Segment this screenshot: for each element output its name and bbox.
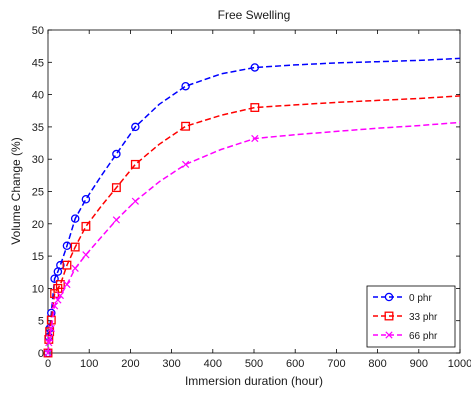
data-point-x: [385, 331, 393, 339]
data-point-square: [45, 327, 55, 337]
x-tick-label: 0: [45, 358, 51, 370]
x-tick-label: 500: [245, 358, 263, 370]
data-point-circle: [131, 122, 140, 132]
series-2: [44, 121, 461, 357]
legend-entry: 0 phr: [373, 292, 432, 304]
data-point-x: [56, 291, 64, 300]
data-point-x: [71, 264, 79, 272]
data-point-x: [63, 280, 71, 289]
legend: 0 phr 33 phr 66 phr: [366, 285, 456, 348]
y-tick-label: 10: [32, 283, 44, 295]
x-tick-label: 200: [121, 358, 139, 370]
x-tick-label: 900: [410, 358, 428, 370]
x-tick-label: 100: [80, 358, 98, 370]
y-tick-label: 35: [32, 122, 44, 134]
x-tick-label: 700: [327, 358, 345, 370]
y-tick-label: 5: [38, 316, 44, 328]
series-line: [47, 57, 461, 354]
data-point-x: [44, 349, 52, 357]
data-point-square: [70, 242, 80, 252]
x-axis-title: Immersion duration (hour): [185, 374, 323, 388]
chart-title: Free Swelling: [218, 8, 291, 22]
legend-label: 33 phr: [409, 312, 438, 323]
x-tick-label: 400: [204, 358, 222, 370]
x-tick-label: 1000: [448, 358, 471, 370]
data-point-circle: [112, 149, 121, 159]
y-axis-title: Volume Change (%): [9, 137, 23, 244]
x-tick-label: 600: [286, 358, 304, 370]
data-point-x: [54, 296, 62, 304]
y-tick-label: 50: [32, 25, 44, 37]
data-point-square: [111, 183, 121, 193]
data-point-square: [181, 121, 191, 131]
data-point-x: [46, 334, 54, 342]
data-point-x: [251, 134, 259, 143]
data-point-x: [47, 324, 55, 333]
data-point-square: [81, 221, 91, 231]
data-point-circle: [81, 195, 91, 204]
data-point-x: [50, 302, 59, 310]
legend-entry: 66 phr: [373, 331, 438, 342]
x-tick-label: 300: [162, 358, 180, 370]
legend-label: 66 phr: [409, 331, 438, 342]
data-point-circle: [62, 241, 72, 251]
data-point-square: [55, 280, 65, 289]
data-point-circle: [250, 63, 260, 72]
data-point-square: [250, 103, 260, 112]
data-point-x: [82, 251, 90, 259]
legend-entry: 33 phr: [373, 311, 438, 323]
series-line: [47, 121, 461, 354]
data-point-x: [181, 160, 190, 168]
data-point-circle: [50, 274, 59, 283]
data-point-square: [384, 311, 394, 321]
series-layer: [43, 57, 461, 358]
data-point-circle: [181, 81, 190, 91]
data-point-square: [62, 260, 72, 270]
y-tick-label: 30: [32, 154, 44, 166]
y-tick-label: 40: [32, 90, 44, 102]
y-tick-label: 45: [32, 57, 44, 69]
data-point-circle: [70, 214, 80, 223]
data-point-circle: [56, 260, 65, 270]
data-point-square: [130, 159, 140, 169]
data-point-circle: [384, 292, 394, 302]
x-tick-label: 800: [368, 358, 386, 370]
y-tick-label: 25: [32, 187, 44, 199]
legend-label: 0 phr: [409, 293, 432, 304]
y-axis: 0 5 10 15 20 25 30 35 40 45 50: [32, 25, 460, 360]
x-axis: 0 100 200 300 400 500 600 700 800 900 1000: [45, 30, 471, 370]
data-point-x: [112, 216, 121, 224]
y-tick-label: 15: [32, 251, 44, 263]
y-tick-label: 0: [38, 348, 44, 360]
y-tick-label: 20: [32, 219, 44, 231]
data-point-x: [131, 197, 139, 205]
